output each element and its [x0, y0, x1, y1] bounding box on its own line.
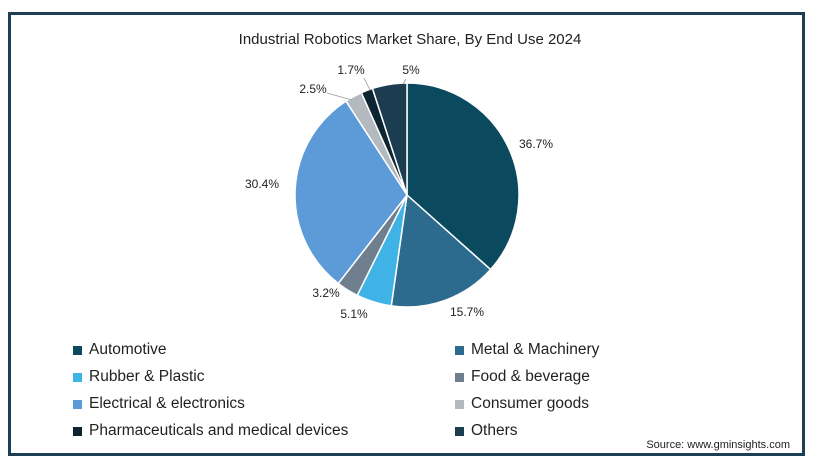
leader-line	[402, 78, 407, 85]
slice-label: 30.4%	[245, 177, 279, 191]
pie-slice-electrical-electronics	[294, 100, 408, 285]
legend-swatch	[455, 372, 464, 382]
pie-slice-others	[371, 82, 408, 196]
leader-line	[326, 92, 353, 101]
legend-item: Electrical & electronics	[73, 395, 245, 413]
legend-swatch	[455, 426, 464, 436]
legend-swatch	[73, 372, 82, 382]
legend-swatch	[455, 399, 464, 409]
chart-title: Industrial Robotics Market Share, By End…	[238, 31, 582, 48]
pie-slice-metal-machinery	[390, 193, 492, 308]
legend-label: Metal & Machinery	[471, 341, 600, 358]
legend-label: Automotive	[89, 341, 167, 358]
slice-label: 15.7%	[450, 305, 484, 319]
legend-label: Rubber & Plastic	[89, 368, 205, 385]
legend-label: Food & beverage	[471, 368, 590, 385]
legend-item: Food & beverage	[455, 368, 590, 386]
legend-item: Pharmaceuticals and medical devices	[73, 422, 348, 440]
slice-label: 1.7%	[337, 63, 365, 77]
legend-item: Consumer goods	[455, 395, 589, 413]
slice-label: 36.7%	[519, 137, 553, 151]
legend-item: Automotive	[73, 341, 167, 359]
legend-swatch	[73, 345, 82, 355]
legend-swatch	[73, 426, 82, 436]
source-note: Source: www.gminsights.com	[646, 439, 790, 451]
slice-label: 3.2%	[312, 286, 340, 300]
legend-item: Rubber & Plastic	[73, 368, 204, 386]
slice-label: 5%	[402, 63, 420, 77]
legend-swatch	[73, 399, 82, 409]
legend-swatch	[455, 345, 464, 355]
legend-label: Consumer goods	[471, 395, 590, 412]
legend-item: Metal & Machinery	[455, 341, 599, 359]
pie-slice-automotive	[406, 82, 520, 271]
legend-item: Others	[455, 422, 518, 440]
legend-label: Pharmaceuticals and medical devices	[89, 422, 349, 439]
leader-line	[363, 77, 371, 91]
slice-label: 2.5%	[299, 82, 327, 96]
legend-label: Electrical & electronics	[89, 395, 245, 412]
slice-label: 5.1%	[340, 307, 368, 321]
legend-label: Others	[471, 422, 518, 439]
